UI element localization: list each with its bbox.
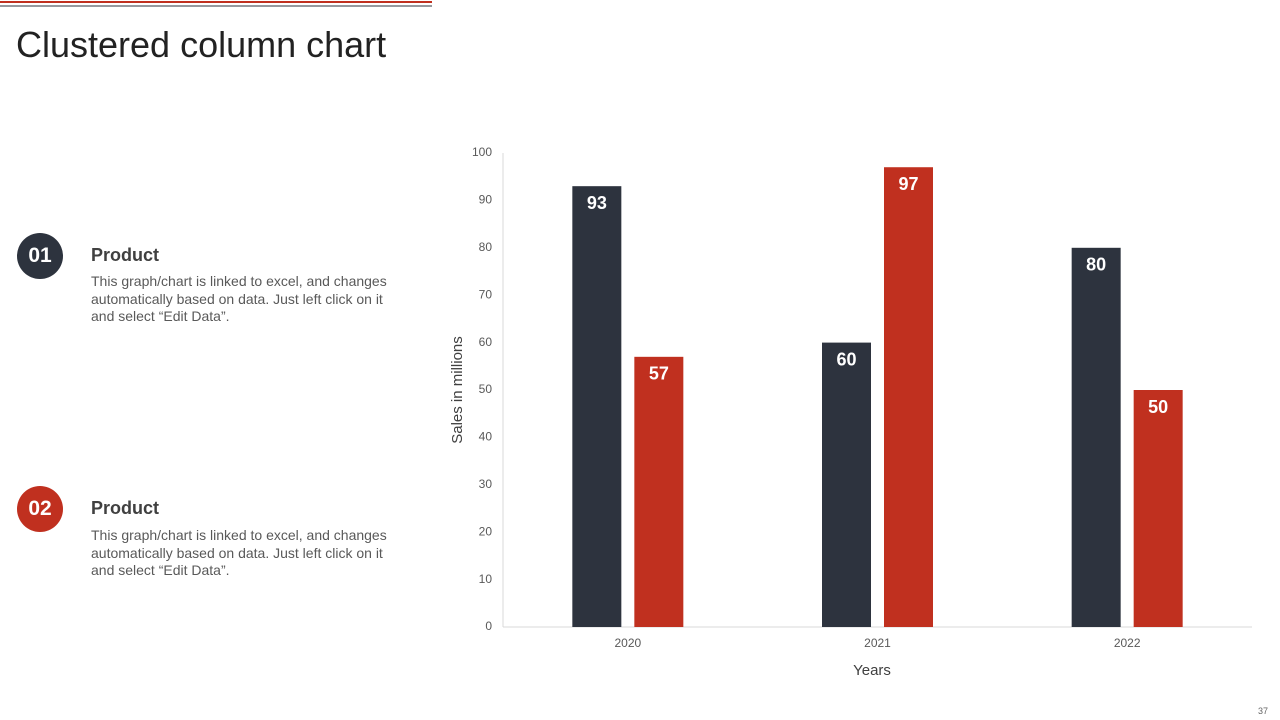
badge: 02 <box>17 486 63 532</box>
y-tick-label: 10 <box>479 572 493 586</box>
bar <box>822 342 871 627</box>
bar <box>1133 390 1183 627</box>
y-tick-label: 0 <box>485 619 492 633</box>
item-text: This graph/chart is linked to excel, and… <box>91 527 387 578</box>
x-tick-label: 2022 <box>1114 636 1141 650</box>
value-label: 60 <box>836 349 856 369</box>
x-axis-label: Years <box>853 662 891 679</box>
y-axis-label: Sales in millions <box>449 336 466 444</box>
value-label: 50 <box>1148 397 1168 417</box>
bar <box>572 186 622 627</box>
value-label: 80 <box>1086 255 1106 275</box>
y-tick-label: 60 <box>479 335 493 349</box>
slide-title: Clustered column chart <box>16 24 387 65</box>
bar <box>634 356 684 627</box>
value-label: 57 <box>649 364 669 384</box>
y-tick-label: 20 <box>479 524 493 538</box>
value-label: 93 <box>587 193 607 213</box>
value-label: 97 <box>898 174 918 194</box>
y-tick-label: 40 <box>479 430 493 444</box>
item-text: This graph/chart is linked to excel, and… <box>91 273 387 324</box>
y-tick-label: 80 <box>479 240 493 254</box>
y-tick-label: 50 <box>479 382 493 396</box>
y-tick-label: 90 <box>479 193 493 207</box>
item-heading: Product <box>91 498 160 518</box>
page-number: 37 <box>1257 706 1268 716</box>
bar <box>884 167 933 627</box>
badge: 01 <box>17 233 63 279</box>
y-tick-label: 30 <box>479 477 493 491</box>
item-heading: Product <box>91 245 160 265</box>
x-tick-label: 2020 <box>614 636 641 650</box>
x-tick-label: 2021 <box>864 636 891 650</box>
y-tick-label: 70 <box>479 287 493 301</box>
bar <box>1071 247 1121 628</box>
y-tick-label: 100 <box>472 145 492 159</box>
